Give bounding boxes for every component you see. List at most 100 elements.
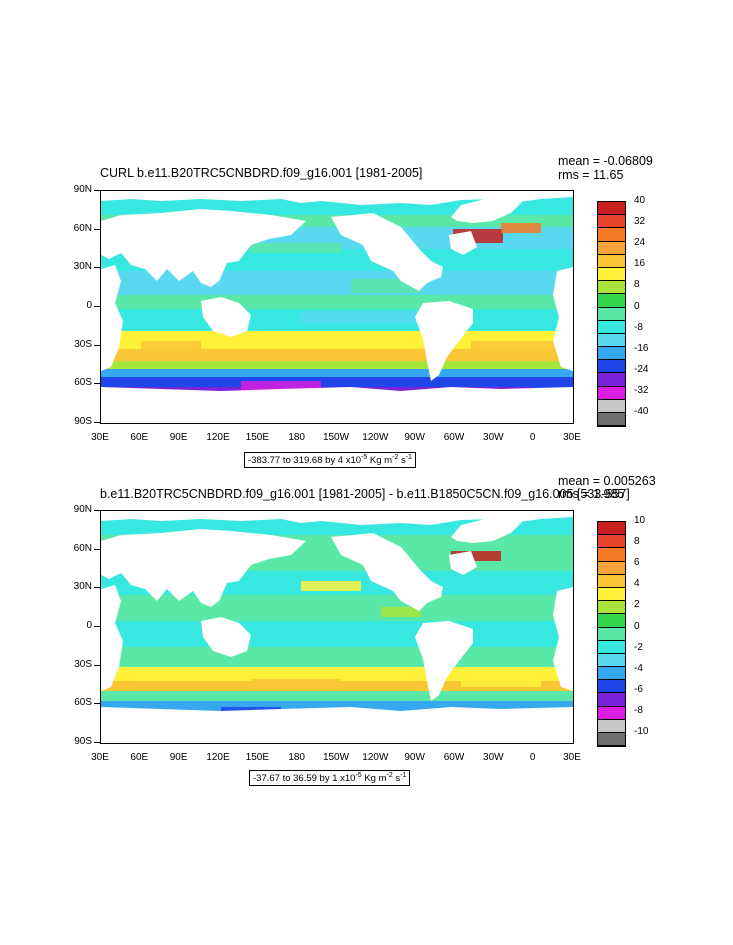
x-tick-label: 180 xyxy=(288,432,305,443)
range-text: -37.67 to 36.59 by 1 x10 xyxy=(253,773,356,785)
field-patch xyxy=(471,341,561,349)
panel-title: b.e11.B20TRC5CNBDRD.f09_g16.001 [1981-20… xyxy=(100,487,630,501)
colorbar-box xyxy=(598,294,625,308)
range-text: -383.77 to 319.68 by 4 x10 xyxy=(248,455,362,467)
colorbar-box xyxy=(598,522,625,536)
colorbar-label: 0 xyxy=(634,620,640,632)
colorbar-box xyxy=(598,347,625,361)
x-tick-label: 30W xyxy=(483,752,504,763)
range-label: -37.67 to 36.59 by 1 x10-5 Kg m-2 s-1 xyxy=(249,770,411,787)
x-tick-label: 90E xyxy=(169,752,188,763)
y-tick-label: 90N xyxy=(73,184,92,195)
field-band xyxy=(101,377,573,387)
colorbar-label: -6 xyxy=(634,683,643,695)
x-tick-label: 150W xyxy=(322,432,350,443)
colorbar-box xyxy=(598,360,625,374)
y-tick-label: 90S xyxy=(74,416,92,427)
y-tick-mark xyxy=(94,422,100,423)
colorbar-label: 6 xyxy=(634,557,640,569)
colorbar-box xyxy=(598,267,625,282)
x-tick-label: 120E xyxy=(206,752,230,763)
y-tick-label: 30S xyxy=(74,338,92,350)
colorbar-box xyxy=(598,535,625,549)
field-patch xyxy=(251,243,341,253)
range-s: s xyxy=(398,455,406,467)
land-mask xyxy=(101,511,573,525)
land-mask xyxy=(451,197,525,223)
field-patch xyxy=(251,679,341,687)
x-tick-label: 150E xyxy=(245,432,269,443)
field-patch xyxy=(301,311,421,323)
y-tick-label: 0 xyxy=(86,300,92,311)
y-tick-mark xyxy=(94,267,100,269)
colorbar-box xyxy=(598,413,625,427)
colorbar-box xyxy=(598,386,625,400)
x-tick-label: 90W xyxy=(404,432,425,443)
colorbar-box xyxy=(598,228,625,242)
field-band xyxy=(101,349,573,361)
colorbar-box xyxy=(598,667,625,681)
y-tick-label: 90N xyxy=(73,504,92,515)
colorbar-label: 2 xyxy=(634,599,640,611)
panel-bottom: b.e11.B20TRC5CNBDRD.f09_g16.001 [1981-20… xyxy=(0,470,733,800)
land-mask xyxy=(101,191,573,205)
colorbar-label: 16 xyxy=(634,258,646,270)
field-band xyxy=(101,271,573,295)
land-mask xyxy=(101,265,123,371)
colorbar-box xyxy=(598,693,625,707)
colorbar-box xyxy=(598,627,625,641)
field-patch xyxy=(241,381,321,391)
land-mask xyxy=(553,267,573,371)
y-tick-label: 60N xyxy=(73,542,92,554)
colorbar-label: -8 xyxy=(634,321,643,333)
rms-stat: rms = 11.65 xyxy=(558,168,624,182)
colorbar-box xyxy=(598,587,625,602)
colorbar-label: -40 xyxy=(634,406,649,418)
x-tick-label: 30E xyxy=(563,752,581,763)
field-patch xyxy=(531,381,573,391)
range-unit-exp: -2 xyxy=(392,454,399,461)
y-tick-mark xyxy=(94,510,100,511)
x-tick-label: 120W xyxy=(362,432,389,443)
colorbar-label: -32 xyxy=(634,385,649,397)
land-mask xyxy=(415,301,473,381)
colorbar-label: 32 xyxy=(634,216,646,228)
colorbar-box xyxy=(598,202,625,216)
field-patch xyxy=(141,341,201,349)
range-s-exp: -1 xyxy=(400,772,407,779)
panel-top: CURL b.e11.B20TRC5CNBDRD.f09_g16.001 [19… xyxy=(0,150,733,470)
y-tick-label: 30N xyxy=(73,261,92,273)
y-tick-mark xyxy=(94,344,100,346)
map-plot xyxy=(100,190,574,424)
x-tick-label: 60E xyxy=(130,752,149,763)
x-tick-label: 90W xyxy=(404,752,425,763)
land-mask xyxy=(101,209,306,287)
rms-stat: rms = 1.985 xyxy=(558,487,625,501)
y-tick-label: 90S xyxy=(74,736,92,747)
range-unit: Kg m xyxy=(361,773,387,785)
range-exp: -5 xyxy=(361,454,368,461)
x-tick-label: 60W xyxy=(443,752,465,763)
colorbar-box xyxy=(598,719,625,733)
range-exp: -5 xyxy=(355,772,362,779)
colorbar-label: 8 xyxy=(634,536,640,548)
colorbar-box xyxy=(598,307,625,321)
colorbar-box xyxy=(598,215,625,229)
colorbar-box xyxy=(598,680,625,694)
colorbar-label: -4 xyxy=(634,662,643,674)
field-patch xyxy=(461,679,541,687)
x-tick-label: 180 xyxy=(288,752,305,763)
y-tick-mark xyxy=(94,228,100,230)
colorbar-box xyxy=(598,241,625,255)
colorbar xyxy=(597,201,626,428)
mean-stat: mean = -0.06809 xyxy=(558,154,653,168)
x-tick-label: 60W xyxy=(443,432,465,443)
colorbar-box xyxy=(598,640,625,654)
range-s: s xyxy=(392,773,401,785)
x-tick-label: 60E xyxy=(130,432,149,443)
y-tick-mark xyxy=(94,703,100,705)
field-band xyxy=(101,667,573,681)
x-tick-label: 150W xyxy=(322,752,350,763)
land-mask xyxy=(101,707,573,743)
range-label: -383.77 to 319.68 by 4 x10-5 Kg m-2 s-1 xyxy=(244,452,416,469)
